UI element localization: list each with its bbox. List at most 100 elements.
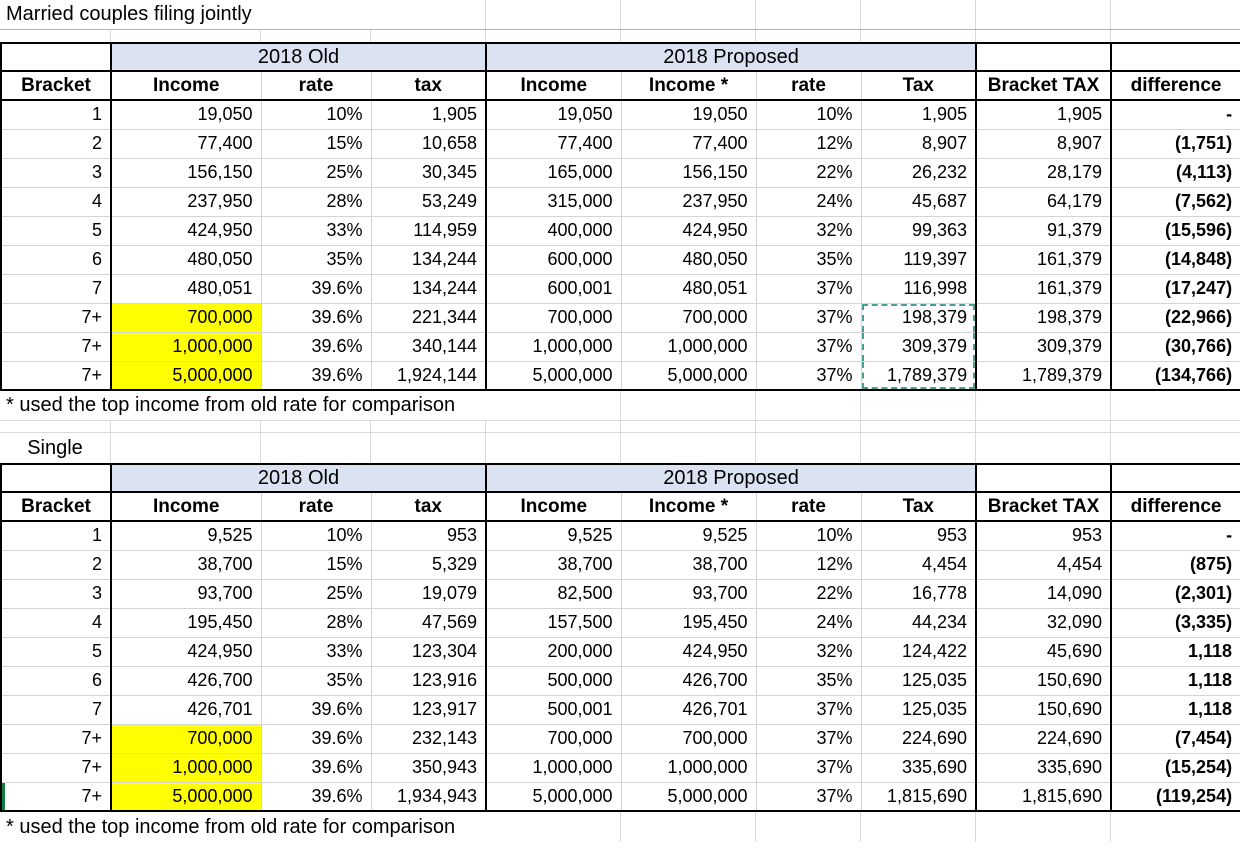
column-header-proposed-tax[interactable]: Tax xyxy=(861,71,978,101)
cell[interactable]: 400,000 xyxy=(486,216,622,246)
cell[interactable]: 10,658 xyxy=(371,129,488,159)
cell[interactable]: (4,113) xyxy=(1111,158,1240,188)
cell[interactable]: 7 xyxy=(1,274,112,304)
cell[interactable]: 64,179 xyxy=(976,187,1113,217)
cell[interactable]: 37% xyxy=(756,753,862,783)
cell[interactable]: 24% xyxy=(756,608,862,638)
cell[interactable]: 480,050 xyxy=(111,245,262,275)
cell[interactable]: 1,789,379 xyxy=(976,361,1113,391)
cell[interactable]: 45,690 xyxy=(976,637,1113,667)
cell[interactable]: 5,000,000 xyxy=(621,782,757,812)
cell[interactable]: 200,000 xyxy=(486,637,622,667)
cell[interactable]: 237,950 xyxy=(621,187,757,217)
cell[interactable]: 125,035 xyxy=(861,666,978,696)
cell[interactable]: 77,400 xyxy=(111,129,262,159)
cell[interactable]: 9,525 xyxy=(486,521,622,551)
column-header-old-rate[interactable]: rate xyxy=(261,71,372,101)
cell[interactable]: 123,304 xyxy=(371,637,488,667)
cell[interactable]: 12% xyxy=(756,550,862,580)
column-header-difference[interactable]: difference xyxy=(1111,71,1240,101)
cell[interactable]: 5,000,000 xyxy=(621,361,757,391)
cell[interactable]: 426,700 xyxy=(621,666,757,696)
cell[interactable]: 1,815,690 xyxy=(976,782,1113,812)
cell[interactable]: 124,422 xyxy=(861,637,978,667)
cell[interactable]: 35% xyxy=(261,245,372,275)
cell[interactable]: 14,090 xyxy=(976,579,1113,609)
cell[interactable]: 119,397 xyxy=(861,245,978,275)
cell[interactable]: 161,379 xyxy=(976,274,1113,304)
cell[interactable]: 3 xyxy=(1,579,112,609)
cell[interactable]: 28,179 xyxy=(976,158,1113,188)
cell[interactable]: 123,916 xyxy=(371,666,488,696)
cell[interactable]: 114,959 xyxy=(371,216,488,246)
cell[interactable]: 1 xyxy=(1,100,112,130)
cell[interactable]: 125,035 xyxy=(861,695,978,725)
column-header-proposed-income-star[interactable]: Income * xyxy=(621,492,757,522)
cell[interactable]: 39.6% xyxy=(261,361,372,391)
cell[interactable]: 195,450 xyxy=(621,608,757,638)
cell[interactable]: 1,118 xyxy=(1111,666,1240,696)
cell[interactable]: 39.6% xyxy=(261,753,372,783)
cell[interactable]: 1,905 xyxy=(861,100,978,130)
cell[interactable]: 77,400 xyxy=(486,129,622,159)
column-header-bracket[interactable]: Bracket xyxy=(1,71,112,101)
cell[interactable]: 37% xyxy=(756,303,862,333)
cell[interactable]: 53,249 xyxy=(371,187,488,217)
cell[interactable]: 77,400 xyxy=(621,129,757,159)
cell[interactable]: 1,905 xyxy=(976,100,1113,130)
cell[interactable]: 6 xyxy=(1,245,112,275)
cell[interactable]: 198,379 xyxy=(976,303,1113,333)
column-header-old-tax[interactable]: tax xyxy=(371,71,488,101)
column-header-old-tax[interactable]: tax xyxy=(371,492,488,522)
cell[interactable]: 82,500 xyxy=(486,579,622,609)
cell[interactable]: 309,379 xyxy=(861,332,978,362)
column-header-old-income[interactable]: Income xyxy=(111,71,262,101)
cell[interactable]: 953 xyxy=(861,521,978,551)
cell[interactable]: 4 xyxy=(1,608,112,638)
cell[interactable]: 315,000 xyxy=(486,187,622,217)
cell[interactable]: 224,690 xyxy=(861,724,978,754)
cell[interactable]: 700,000 xyxy=(621,303,757,333)
cell[interactable]: 953 xyxy=(371,521,488,551)
cell[interactable]: (7,562) xyxy=(1111,187,1240,217)
cell[interactable]: 15% xyxy=(261,129,372,159)
cell[interactable]: 39.6% xyxy=(261,303,372,333)
cell[interactable]: 37% xyxy=(756,361,862,391)
cell[interactable]: 16,778 xyxy=(861,579,978,609)
cell[interactable]: 1,000,000 xyxy=(486,332,622,362)
cell[interactable]: 700,000 xyxy=(486,303,622,333)
cell[interactable]: 37% xyxy=(756,724,862,754)
cell[interactable]: 7+ xyxy=(1,303,112,333)
cell[interactable]: 221,344 xyxy=(371,303,488,333)
cell[interactable]: 198,379 xyxy=(861,303,978,333)
cell[interactable]: 4 xyxy=(1,187,112,217)
column-header-proposed-tax[interactable]: Tax xyxy=(861,492,978,522)
column-header-difference[interactable]: difference xyxy=(1111,492,1240,522)
cell[interactable]: 35% xyxy=(756,666,862,696)
cell[interactable]: 1,118 xyxy=(1111,637,1240,667)
cell[interactable]: 25% xyxy=(261,579,372,609)
footnote-cell[interactable]: * used the top income from old rate for … xyxy=(6,815,456,838)
cell[interactable]: 335,690 xyxy=(861,753,978,783)
cell[interactable]: 93,700 xyxy=(111,579,262,609)
cell[interactable]: 19,050 xyxy=(111,100,262,130)
cell[interactable]: 38,700 xyxy=(621,550,757,580)
cell[interactable]: (1,751) xyxy=(1111,129,1240,159)
column-header-bracket-tax[interactable]: Bracket TAX xyxy=(976,492,1113,522)
cell[interactable]: 39.6% xyxy=(261,782,372,812)
footnote-cell[interactable]: * used the top income from old rate for … xyxy=(6,394,456,416)
column-header-proposed-income[interactable]: Income xyxy=(486,71,622,101)
cell[interactable]: 150,690 xyxy=(976,695,1113,725)
cell[interactable]: 32% xyxy=(756,637,862,667)
cell[interactable]: 1,789,379 xyxy=(861,361,978,391)
cell[interactable]: 19,050 xyxy=(486,100,622,130)
cell[interactable]: 424,950 xyxy=(621,216,757,246)
cell[interactable]: 1 xyxy=(1,521,112,551)
cell[interactable]: 47,569 xyxy=(371,608,488,638)
group-header-2018-proposed[interactable]: 2018 Proposed xyxy=(486,43,978,72)
cell[interactable]: 1,000,000 xyxy=(111,753,262,783)
cell[interactable]: 7+ xyxy=(1,782,112,812)
cell[interactable]: 3 xyxy=(1,158,112,188)
cell[interactable]: 1,924,144 xyxy=(371,361,488,391)
cell[interactable]: - xyxy=(1111,100,1240,130)
